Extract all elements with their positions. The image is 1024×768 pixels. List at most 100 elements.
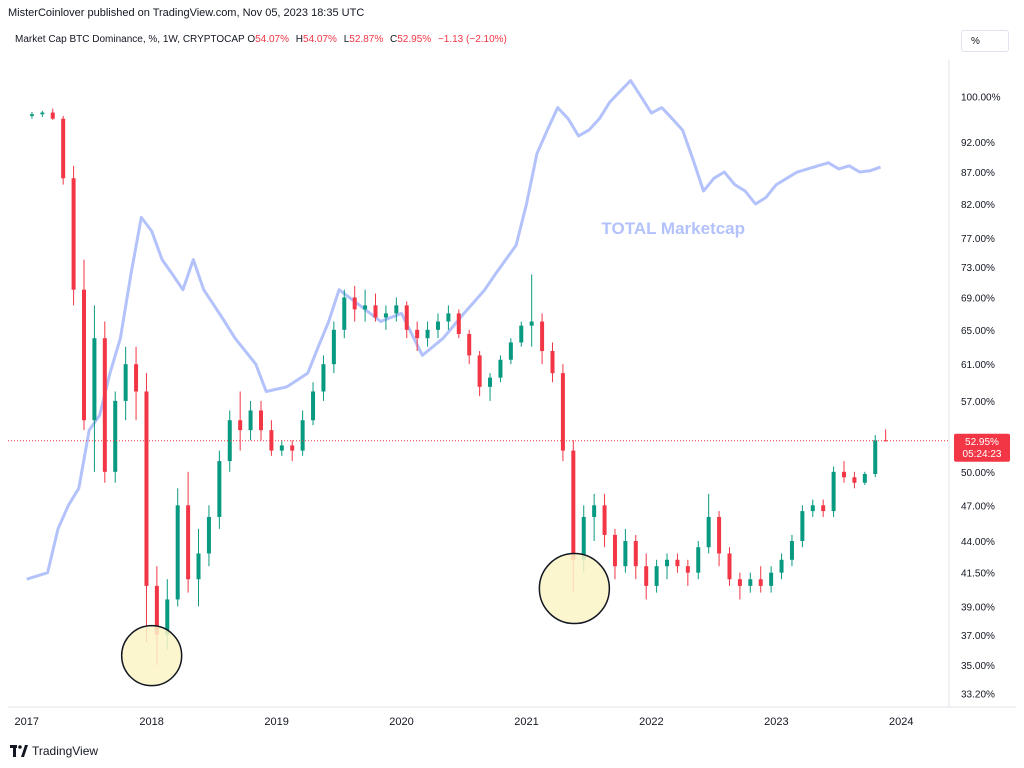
candle-body <box>40 112 45 115</box>
low-value: 52.87% <box>349 34 384 45</box>
candle-body <box>206 516 211 554</box>
candle-body <box>550 351 555 374</box>
high-label: H <box>295 34 304 45</box>
candle-body <box>435 321 440 330</box>
annotation-circle <box>538 552 611 625</box>
y-tick-label: 69.00% <box>961 293 995 304</box>
x-tick-label: 2017 <box>14 716 38 728</box>
candle-body <box>92 338 97 421</box>
annotation-circle <box>120 624 183 687</box>
low-label: L <box>343 34 350 45</box>
price-marker-layer: 52.95%05:24:23 <box>8 433 1010 462</box>
candle-body <box>592 505 597 517</box>
candle-body <box>321 364 326 392</box>
overlay-series-line <box>26 79 881 581</box>
candle-body <box>300 420 305 451</box>
bar-countdown-label: 05:24:23 <box>963 449 1002 460</box>
candle-body <box>134 364 139 392</box>
candle-body <box>456 313 461 334</box>
candle-body <box>50 112 55 119</box>
x-tick-label: 2023 <box>764 716 788 728</box>
candle-layer <box>29 108 888 665</box>
y-tick-label: 33.20% <box>961 689 995 700</box>
y-tick-label: 61.00% <box>961 360 995 371</box>
candle-body <box>685 566 690 573</box>
candle-body <box>175 505 180 600</box>
candle-body <box>665 559 670 567</box>
last-price-marker <box>954 433 1010 462</box>
candle-body <box>217 461 222 517</box>
candle-body <box>654 566 659 586</box>
candle-body <box>737 579 742 586</box>
candle-body <box>633 541 638 567</box>
candle-body <box>363 305 368 310</box>
candle-body <box>800 511 805 542</box>
candle-body <box>883 440 888 442</box>
x-tick-label: 2021 <box>514 716 538 728</box>
candle-body <box>862 473 867 483</box>
candle-body <box>279 445 284 451</box>
candle-body <box>446 313 451 322</box>
tradingview-logo[interactable]: TradingView <box>10 744 98 758</box>
candle-body <box>779 559 784 573</box>
candle-body <box>61 118 66 179</box>
y-tick-label: 41.50% <box>961 569 995 580</box>
candle-body <box>748 579 753 586</box>
x-tick-label: 2019 <box>264 716 288 728</box>
candle-body <box>519 325 524 343</box>
candle-body <box>769 572 774 586</box>
candle-body <box>102 338 107 472</box>
candle-body <box>696 547 701 573</box>
candle-body <box>602 505 607 535</box>
candle-body <box>529 321 534 326</box>
candle-body <box>873 440 878 474</box>
candle-body <box>498 359 503 378</box>
candle-body <box>123 364 128 401</box>
publisher-line: MisterCoinlover published on TradingView… <box>8 7 365 19</box>
y-tick-label: 73.00% <box>961 263 995 274</box>
change-value: −1.13 (−2.10%) <box>437 34 507 45</box>
y-tick-label: 39.00% <box>961 602 995 613</box>
percent-scale-button[interactable]: % <box>961 30 1009 52</box>
candle-body <box>269 430 274 451</box>
symbol-title: Market Cap BTC Dominance, %, 1W, CRYPTOC… <box>15 34 245 45</box>
candle-body <box>29 114 34 116</box>
y-tick-label: 100.00% <box>961 93 1001 104</box>
x-tick-label: 2020 <box>389 716 413 728</box>
candle-body <box>717 516 722 554</box>
candle-body <box>415 329 420 339</box>
annotation-layer <box>120 552 611 687</box>
y-tick-label: 77.00% <box>961 234 995 245</box>
candle-body <box>852 477 857 483</box>
candle-body <box>311 391 316 421</box>
open-label: O <box>247 34 256 45</box>
x-tick-label: 2024 <box>889 716 913 728</box>
candle-body <box>404 305 409 330</box>
candle-body <box>71 178 76 290</box>
candle-body <box>560 373 565 451</box>
y-tick-label: 37.00% <box>961 631 995 642</box>
symbol-legend: Market Cap BTC Dominance, %, 1W, CRYPTOC… <box>15 34 511 45</box>
candle-body <box>727 553 732 580</box>
candle-body <box>758 579 763 586</box>
candle-body <box>186 505 191 580</box>
candle-body <box>290 445 295 451</box>
candle-body <box>394 305 399 314</box>
candle-body <box>467 333 472 356</box>
candle-body <box>508 342 513 360</box>
candle-body <box>227 420 232 462</box>
candle-body <box>581 516 586 560</box>
x-tick-label: 2018 <box>139 716 163 728</box>
candle-body <box>331 329 336 365</box>
y-tick-label: 50.00% <box>961 468 995 479</box>
candle-body <box>342 297 347 330</box>
candle-body <box>144 391 149 586</box>
time-axis: 2017 2018 2019 2020 2021 2022 2023 2024 <box>14 716 913 728</box>
candle-body <box>154 585 159 635</box>
close-label: C <box>390 34 398 45</box>
tradingview-icon <box>10 745 28 757</box>
candle-body <box>675 559 680 567</box>
candle-body <box>238 420 243 431</box>
